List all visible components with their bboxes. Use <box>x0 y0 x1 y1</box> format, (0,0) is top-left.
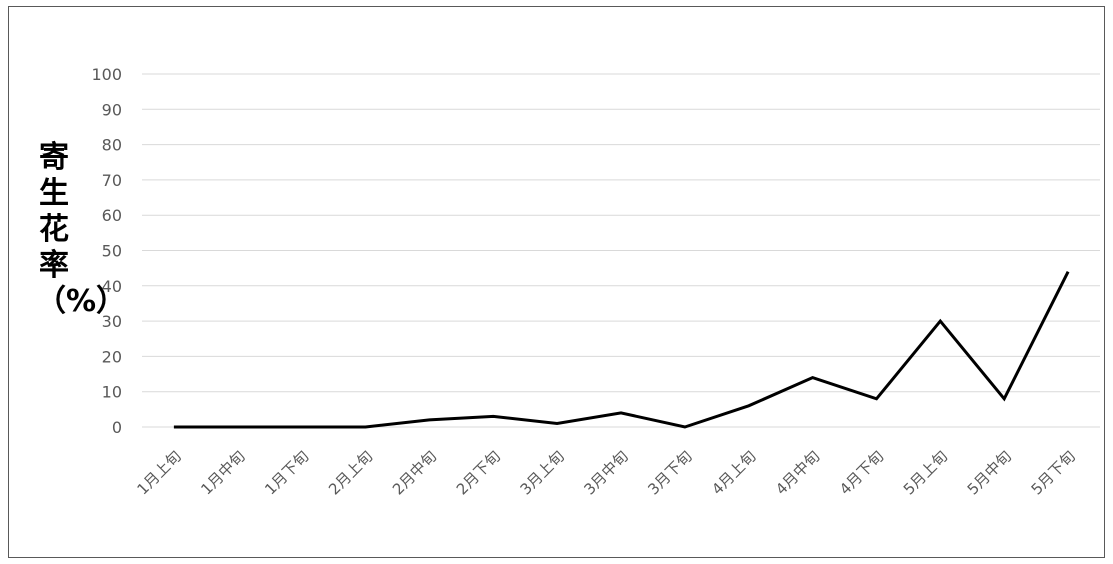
x-tick-label: 3月下旬 <box>644 447 695 498</box>
y-tick-label: 100 <box>91 65 122 84</box>
series-line <box>173 271 1070 429</box>
x-tick-label: 2月上旬 <box>325 447 376 498</box>
x-tick-label: 4月中旬 <box>772 447 823 498</box>
x-tick-label: 5月中旬 <box>964 447 1015 498</box>
y-tick-label: 50 <box>102 242 122 261</box>
x-tick-label: 3月上旬 <box>517 447 568 498</box>
x-tick-label: 2月下旬 <box>453 447 504 498</box>
y-tick-label: 80 <box>102 136 122 155</box>
y-tick-label: 0 <box>112 418 122 437</box>
y-tick-label: 30 <box>102 312 122 331</box>
x-tick-label: 1月上旬 <box>133 447 184 498</box>
x-tick-label: 4月下旬 <box>836 447 887 498</box>
x-tick-label: 1月中旬 <box>197 447 248 498</box>
x-tick-label: 4月上旬 <box>708 447 759 498</box>
x-tick-label: 1月下旬 <box>261 447 312 498</box>
y-tick-label: 20 <box>102 347 122 366</box>
chart-frame <box>8 6 1105 558</box>
y-tick-label: 60 <box>102 206 122 225</box>
x-tick-label: 5月上旬 <box>900 447 951 498</box>
y-tick-label: 70 <box>102 171 122 190</box>
y-tick-label: 40 <box>102 277 122 296</box>
x-tick-label: 5月下旬 <box>1028 447 1079 498</box>
x-tick-label: 3月中旬 <box>581 447 632 498</box>
x-tick-label: 2月中旬 <box>389 447 440 498</box>
y-tick-label: 90 <box>102 100 122 119</box>
y-tick-label: 10 <box>102 383 122 402</box>
